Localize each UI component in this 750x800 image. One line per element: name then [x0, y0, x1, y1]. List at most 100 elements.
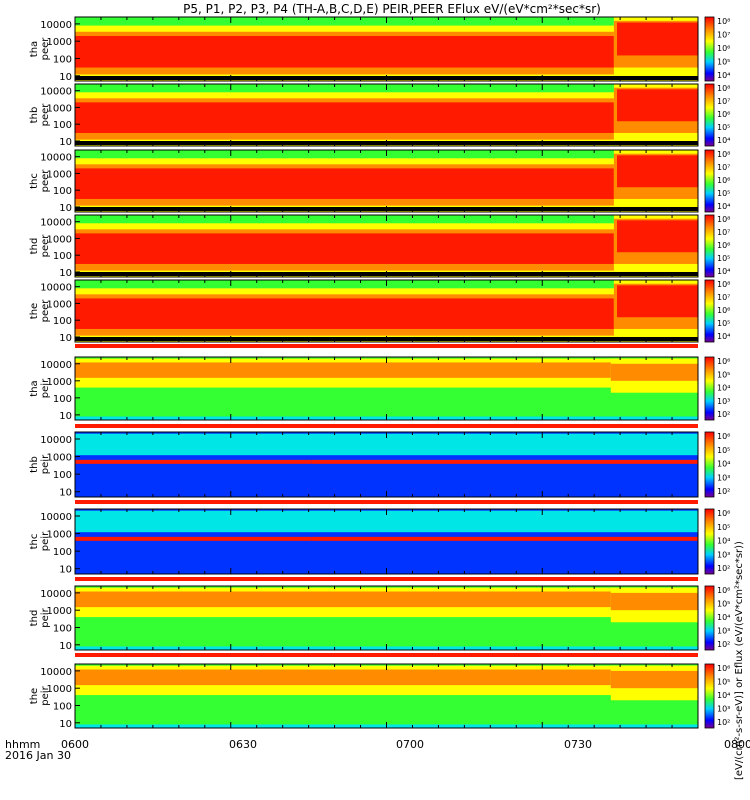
y-tick-label: 10000	[40, 667, 72, 678]
spec-late-2	[617, 285, 698, 318]
colorbar-tick-label: 10²	[717, 564, 730, 573]
colorbar-tick-label: 10³	[717, 550, 730, 559]
panel-label-probe: the	[29, 303, 40, 319]
y-tick-label: 10	[59, 719, 72, 730]
y-tick-label: 1000	[47, 453, 72, 464]
colorbar-tick-label: 10⁷	[717, 163, 730, 172]
spec-band-4	[75, 298, 698, 329]
spec-band-3	[75, 591, 698, 608]
panel-label-species: peer	[40, 103, 51, 127]
colorbar-tick-label: 10⁴	[717, 460, 730, 469]
panel-label-probe: thc	[29, 534, 40, 550]
spec-line-red	[75, 459, 312, 464]
spec-band-4	[75, 233, 698, 264]
x-tick-0: 0600	[61, 738, 89, 751]
panel-label-species: peir	[40, 454, 51, 474]
spec-late-1	[610, 670, 698, 689]
spec-late-1	[610, 592, 698, 611]
y-tick-label: 100	[53, 547, 72, 558]
colorbar-tick-label: 10⁸	[717, 150, 730, 159]
panel-label-species: peer	[40, 299, 51, 323]
x-tick-1: 0630	[229, 738, 257, 751]
y-tick-label: 100	[53, 120, 72, 131]
status-bar-1	[75, 424, 698, 428]
spec-band-4	[75, 35, 698, 68]
colorbar-tick-label: 10⁵	[717, 370, 730, 379]
colorbar	[704, 356, 715, 421]
spec-sparse-1	[75, 510, 698, 533]
colorbar-tick-label: 10⁸	[717, 280, 730, 289]
colorbar	[704, 214, 715, 278]
y-tick-label: 10000	[40, 360, 72, 371]
colorbar-tick-label: 10⁸	[717, 84, 730, 93]
colorbar-tick-label: 10⁷	[717, 97, 730, 106]
y-tick-label: 10	[59, 641, 72, 652]
spec-line-red-2	[311, 536, 698, 541]
colorbar-tick-label: 10⁶	[717, 44, 730, 53]
panel-label-species: peer	[40, 234, 51, 258]
colorbar-tick-label: 10⁴	[717, 332, 730, 341]
colorbar-tick-label: 10⁵	[717, 319, 730, 328]
colorbar-tick-label: 10⁴	[717, 71, 730, 80]
panel-label-probe: the	[29, 688, 40, 704]
colorbar-tick-label: 10⁶	[717, 586, 730, 595]
y-tick-label: 10	[59, 333, 72, 344]
y-tick-label: 10	[59, 203, 72, 214]
y-tick-label: 10000	[40, 218, 72, 229]
spec-line-red	[75, 536, 312, 541]
y-tick-label: 10000	[40, 512, 72, 523]
y-tick-label: 100	[53, 623, 72, 634]
colorbar-tick-label: 10⁶	[717, 664, 730, 673]
colorbar-tick-label: 10⁶	[717, 357, 730, 366]
panel-label-probe: thd	[29, 238, 40, 255]
colorbar	[704, 16, 715, 82]
y-tick-label: 10000	[40, 20, 72, 31]
y-tick-label: 100	[53, 316, 72, 327]
spec-band-4	[75, 102, 698, 133]
y-tick-label: 10	[59, 565, 72, 576]
x-tick-2: 0700	[396, 738, 424, 751]
spec-late-2	[617, 89, 698, 122]
panel-label-species: peir	[40, 607, 51, 627]
colorbar-tick-label: 10⁴	[717, 202, 730, 211]
y-tick-label: 100	[53, 54, 72, 65]
x-axis: 0600 0630 0700 0730 0800 hhmm 2016 Jan 3…	[5, 738, 750, 762]
colorbar-tick-label: 10⁵	[717, 600, 730, 609]
y-tick-label: 1000	[47, 37, 72, 48]
panel-label-probe: tha	[29, 41, 40, 57]
colorbar-tick-label: 10⁵	[717, 446, 730, 455]
y-tick-label: 10	[59, 488, 72, 499]
colorbar	[704, 83, 715, 147]
colorbar-tick-label: 10⁴	[717, 136, 730, 145]
colorbar-tick-label: 10⁴	[717, 384, 730, 393]
colorbar-tick-label: 10⁷	[717, 293, 730, 302]
x-date-label: 2016 Jan 30	[5, 749, 71, 762]
colorbar	[704, 663, 715, 729]
panel-label-species: peir	[40, 685, 51, 705]
y-tick-label: 100	[53, 186, 72, 197]
y-tick-label: 1000	[47, 169, 72, 180]
colorbar-tick-label: 10⁵	[717, 189, 730, 198]
colorbar-tick-label: 10²	[717, 487, 730, 496]
spec-late-2	[617, 220, 698, 253]
y-tick-label: 10000	[40, 589, 72, 600]
colorbar-tick-label: 10⁶	[717, 509, 730, 518]
x-corner-label: hhmm	[5, 738, 40, 751]
colorbar-tick-label: 10³	[717, 397, 730, 406]
colorbar-tick-label: 10⁷	[717, 228, 730, 237]
y-tick-label: 10000	[40, 435, 72, 446]
status-bar-3	[75, 577, 698, 581]
colorbar-tick-label: 10⁶	[717, 241, 730, 250]
spec-late-1	[610, 363, 698, 381]
spec-band-4	[75, 168, 698, 199]
